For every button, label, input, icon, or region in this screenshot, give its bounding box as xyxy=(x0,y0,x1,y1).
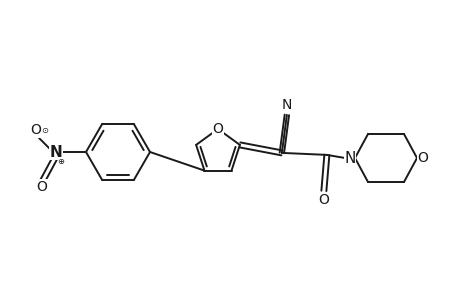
Text: N: N xyxy=(344,151,355,166)
Text: O: O xyxy=(318,193,329,207)
Text: O: O xyxy=(36,180,47,194)
Text: N: N xyxy=(281,98,291,112)
Text: ⊙: ⊙ xyxy=(41,125,48,134)
Text: O: O xyxy=(30,123,41,137)
Text: O: O xyxy=(212,122,223,136)
Text: N: N xyxy=(50,145,62,160)
Text: O: O xyxy=(417,151,427,165)
Text: ⊕: ⊕ xyxy=(57,157,64,166)
